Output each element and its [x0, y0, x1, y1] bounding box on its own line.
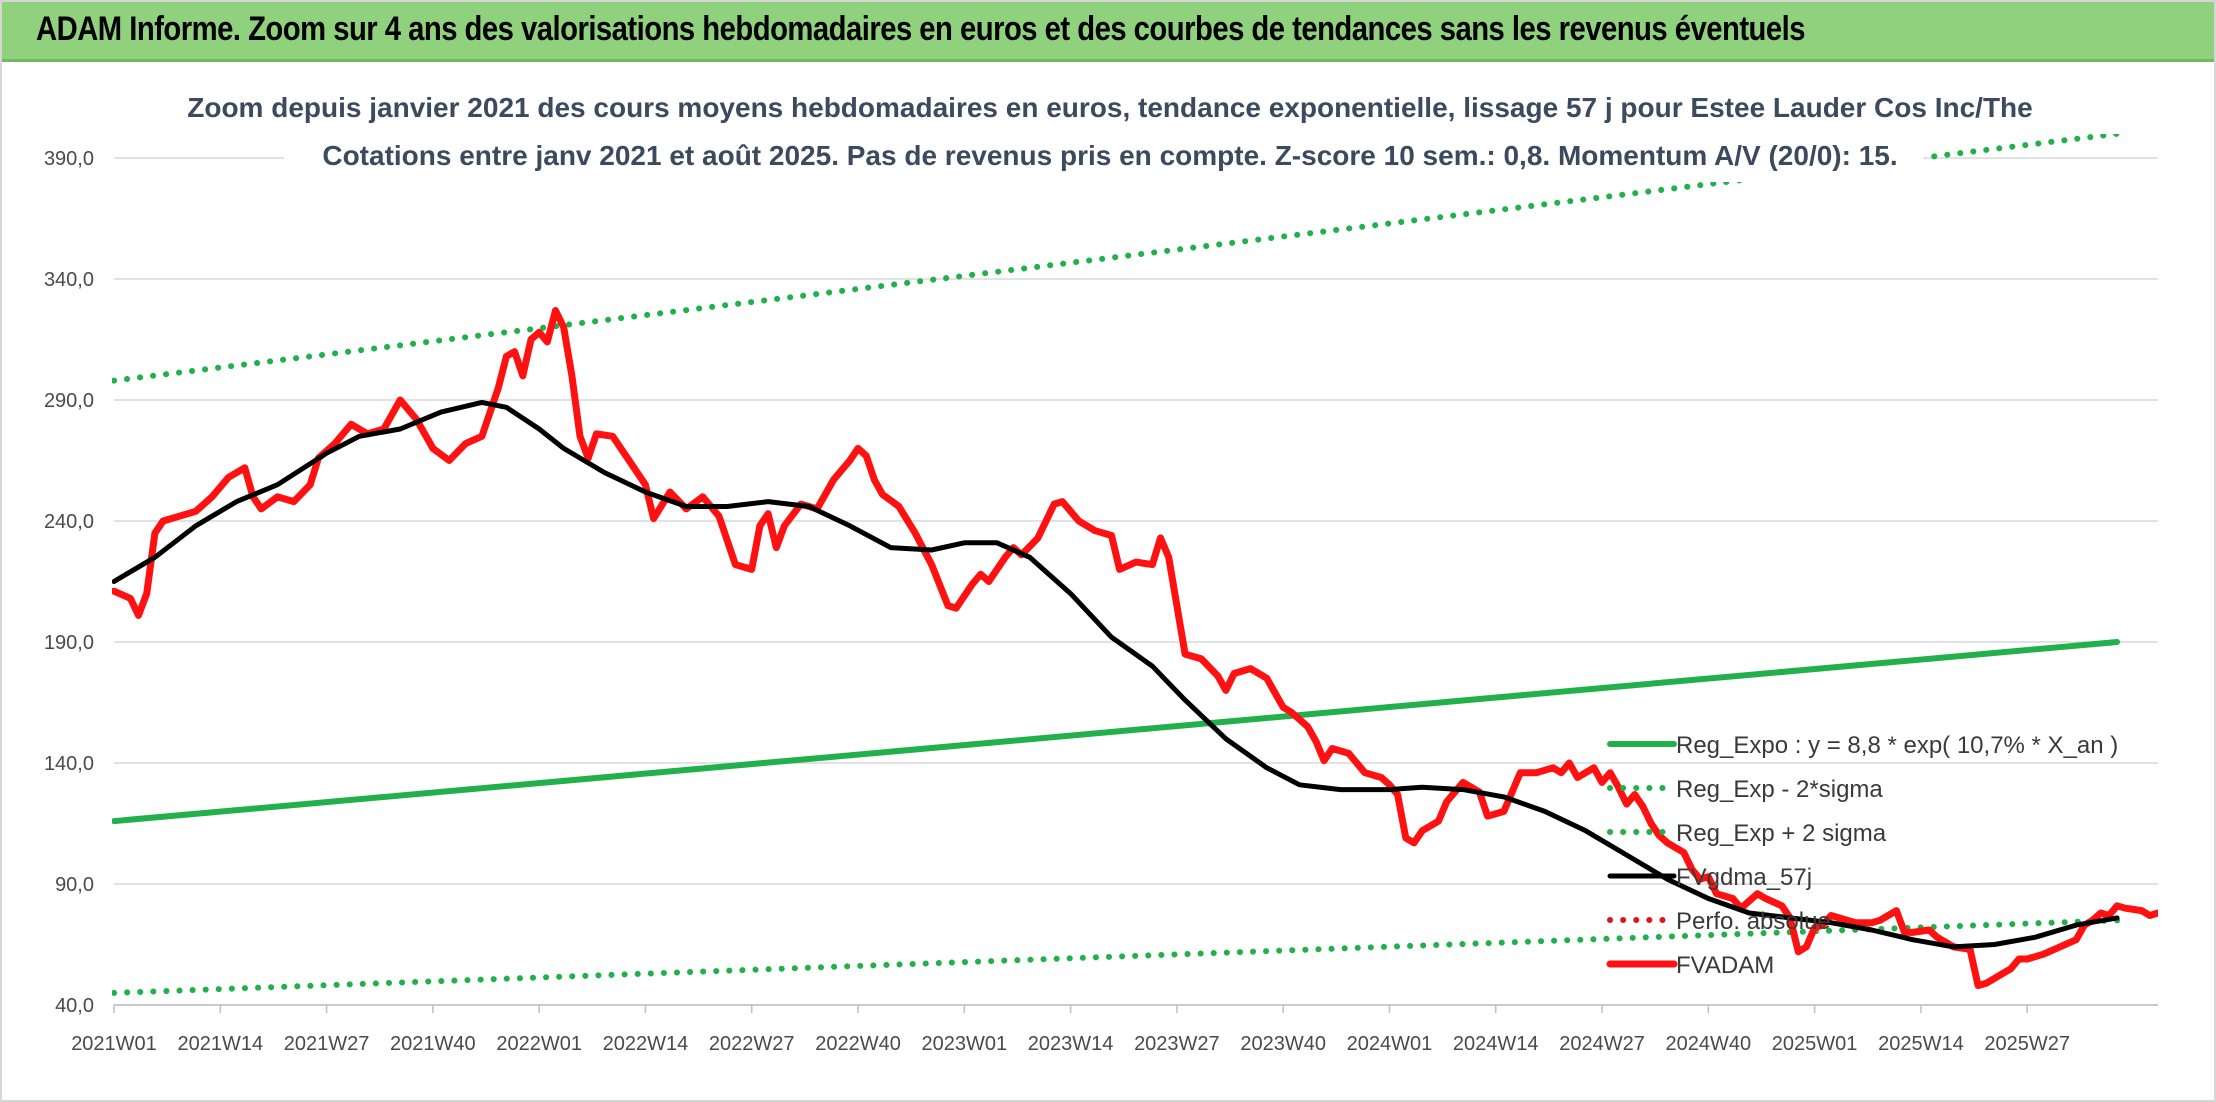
series-line-reg-exp-2-sigma	[112, 134, 2121, 384]
y-tick-label: 140,0	[44, 753, 94, 775]
y-tick-label: 190,0	[44, 632, 94, 654]
x-tick-label: 2024W27	[1559, 1033, 1645, 1055]
y-tick-label: 90,0	[55, 874, 94, 896]
chart-title-background	[284, 82, 1924, 182]
series-line-fvgdma-57j	[112, 399, 2120, 950]
x-tick-label: 2021W14	[177, 1033, 263, 1055]
x-tick-label: 2023W14	[1028, 1033, 1114, 1055]
legend-label: Reg_Exp + 2 sigma	[1676, 820, 1887, 847]
x-tick-label: 2021W40	[390, 1033, 476, 1055]
chart-title-line-2: Cotations entre janv 2021 et août 2025. …	[322, 140, 1897, 171]
y-tick-label: 290,0	[44, 390, 94, 412]
legend-label: FVgdma_57j	[1676, 864, 1812, 891]
x-tick-label: 2024W14	[1453, 1033, 1539, 1055]
x-tick-label: 2024W40	[1666, 1033, 1752, 1055]
report-banner: ADAM Informe. Zoom sur 4 ans des valoris…	[2, 2, 2214, 62]
x-tick-label: 2025W14	[1878, 1033, 1964, 1055]
x-tick-label: 2021W01	[71, 1033, 157, 1055]
y-tick-label: 340,0	[44, 269, 94, 291]
y-tick-label: 390,0	[44, 148, 94, 170]
legend-label: Reg_Expo : y = 8,8 * exp( 10,7% * X_an )	[1676, 732, 2118, 759]
y-tick-label: 240,0	[44, 511, 94, 533]
x-tick-label: 2021W27	[284, 1033, 370, 1055]
x-tick-label: 2025W27	[1984, 1033, 2070, 1055]
x-tick-label: 2022W14	[603, 1033, 689, 1055]
chart-title-line-1: Zoom depuis janvier 2021 des cours moyen…	[187, 92, 2032, 123]
legend-label: Perfo. absolue	[1676, 908, 1831, 935]
axis-labels: 40,0 90,0 140,0 190,0 240,0 290,0 340,0 390,0 20…	[44, 148, 2158, 1055]
y-tick-label: 40,0	[55, 995, 94, 1017]
plot-area	[112, 134, 2158, 996]
x-tick-label: 2023W01	[921, 1033, 1007, 1055]
x-tick-label: 2024W01	[1347, 1033, 1433, 1055]
gridlines	[114, 157, 2158, 1006]
x-tick-label: 2025W01	[1772, 1033, 1858, 1055]
x-tick-label: 2022W40	[815, 1033, 901, 1055]
report-title: ADAM Informe. Zoom sur 4 ans des valoris…	[36, 10, 1806, 48]
x-tick-label: 2022W01	[496, 1033, 582, 1055]
series-line-fvadam	[112, 307, 2158, 990]
legend-label: FVADAM	[1676, 952, 1774, 979]
x-tick-label: 2023W27	[1134, 1033, 1220, 1055]
series-line-reg-expo-y-8-8-exp-10-7-x-an	[112, 639, 2121, 825]
x-tick-label: 2022W27	[709, 1033, 795, 1055]
legend-label: Reg_Exp - 2*sigma	[1676, 776, 1883, 803]
legend: Reg_Expo : y = 8,8 * exp( 10,7% * X_an )…	[1606, 732, 2118, 979]
series-layer	[112, 134, 2158, 996]
x-tick-label: 2023W40	[1240, 1033, 1326, 1055]
